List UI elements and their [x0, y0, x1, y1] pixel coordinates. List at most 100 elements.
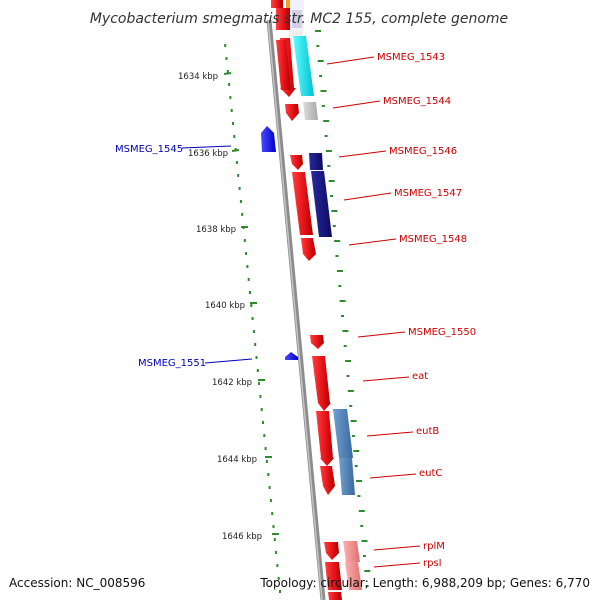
gc-dot	[335, 255, 339, 257]
gene-partial-top[interactable]	[271, 0, 304, 30]
gene-msmeg-1548[interactable]	[301, 238, 316, 261]
gene-msmeg-1550[interactable]	[310, 335, 324, 349]
ruler-dot	[260, 408, 263, 411]
label-msmeg-1547[interactable]: MSMEG_1547	[394, 188, 462, 199]
ruler-dot	[279, 590, 281, 593]
label-rpsI[interactable]: rpsI	[423, 558, 442, 569]
gene-msmeg-1545[interactable]	[261, 126, 276, 152]
ruler-dot	[228, 83, 231, 86]
gc-dot	[330, 195, 334, 197]
ruler-dot	[233, 135, 236, 138]
ruler-dot	[263, 434, 266, 437]
ruler-dot	[224, 44, 227, 47]
label-eat[interactable]: eat	[412, 371, 428, 382]
label-msmeg-1550[interactable]: MSMEG_1550	[408, 327, 476, 338]
ruler-dot	[267, 473, 270, 476]
gene-msmeg-1551[interactable]	[285, 352, 298, 360]
ruler-dot	[277, 577, 280, 580]
reverse-gene-labels: MSMEG_1545 MSMEG_1551	[115, 144, 253, 369]
ruler-dot	[250, 304, 253, 307]
gc-dot	[319, 75, 323, 77]
gc-dot	[351, 435, 355, 437]
topology-summary: Topology: circular; Length: 6,988,209 bp…	[259, 576, 590, 590]
gc-dot	[345, 360, 352, 362]
gc-dot	[316, 45, 320, 47]
label-msmeg-1548[interactable]: MSMEG_1548	[399, 234, 467, 245]
ruler-tick-label-1638: 1638 kbp	[196, 225, 236, 235]
ruler-dot	[262, 421, 264, 424]
gc-dot	[321, 105, 325, 107]
gc-dot	[323, 120, 330, 122]
accession-label: Accession: NC_008596	[9, 576, 145, 590]
gene-msmeg-1543b[interactable]	[289, 30, 303, 36]
ruler-dot	[265, 460, 268, 463]
gc-dot	[328, 180, 335, 182]
ruler-dot	[239, 200, 242, 203]
ruler-dot	[235, 161, 238, 164]
leader-msmeg-1547	[343, 192, 392, 201]
gc-dot	[336, 270, 343, 272]
ruler-tick-label-1644: 1644 kbp	[217, 455, 257, 465]
ruler-dot	[232, 122, 234, 125]
leader-eat	[362, 376, 410, 382]
ruler-dot	[255, 356, 258, 359]
gc-dot	[315, 30, 321, 32]
label-msmeg-1543[interactable]: MSMEG_1543	[377, 52, 445, 63]
gc-dot	[324, 135, 328, 137]
ruler-dot	[273, 538, 276, 541]
leader-msmeg-1550	[357, 331, 406, 338]
ruler-dot	[225, 57, 228, 60]
gc-dot	[360, 525, 364, 527]
ruler-tick-label-1646: 1646 kbp	[222, 532, 262, 542]
label-msmeg-1551[interactable]: MSMEG_1551	[138, 358, 206, 369]
gc-dot	[343, 345, 347, 347]
label-msmeg-1545[interactable]: MSMEG_1545	[115, 144, 183, 155]
ruler-dot	[252, 330, 255, 333]
ruler-dot	[259, 395, 262, 398]
ruler-dot	[246, 265, 249, 268]
gene-msmeg-1543[interactable]	[276, 36, 314, 97]
gc-dot	[338, 285, 342, 287]
ruler-dot	[256, 369, 259, 372]
label-rplM[interactable]: rplM	[423, 541, 445, 552]
ruler-dot	[269, 499, 272, 502]
gc-dot	[334, 240, 341, 242]
gc-dot	[356, 480, 363, 482]
ruler-dot	[251, 317, 254, 320]
gc-dot	[320, 90, 327, 92]
ruler-dot	[271, 512, 274, 515]
ruler-dot	[272, 525, 275, 528]
position-ruler	[224, 44, 281, 593]
gene-msmeg-1547[interactable]	[292, 171, 332, 237]
ruler-dot	[238, 187, 241, 190]
gc-dot	[331, 210, 338, 212]
label-msmeg-1544[interactable]: MSMEG_1544	[383, 96, 451, 107]
gene-msmeg-1546[interactable]	[290, 153, 323, 170]
gc-dot	[350, 420, 357, 422]
gene-rplM[interactable]	[324, 541, 360, 562]
ruler-dot	[275, 551, 278, 554]
label-eutC[interactable]: eutC	[419, 468, 442, 479]
gc-dot	[361, 540, 368, 542]
leader-msmeg-1544	[332, 100, 381, 109]
gene-eutC[interactable]	[320, 458, 355, 495]
ruler-dot	[241, 213, 244, 216]
gc-dot	[365, 585, 369, 587]
gene-eutB[interactable]	[316, 409, 353, 466]
ruler-dot	[243, 239, 246, 242]
label-eutB[interactable]: eutB	[416, 426, 439, 437]
ruler-dot	[249, 291, 251, 294]
label-msmeg-1546[interactable]: MSMEG_1546	[389, 146, 457, 157]
gene-rpsI[interactable]	[325, 562, 362, 600]
gene-eat[interactable]	[312, 356, 331, 411]
ruler-tick-label-1634: 1634 kbp	[178, 72, 218, 82]
ruler-dot	[268, 486, 271, 489]
ruler-dot	[258, 382, 261, 385]
gc-dot	[342, 330, 349, 332]
leader-msmeg-1543	[326, 56, 375, 65]
ruler-tick-label-1640: 1640 kbp	[205, 301, 245, 311]
gene-msmeg-1544[interactable]	[285, 102, 318, 121]
leader-rplM	[373, 545, 421, 551]
ruler-dot	[229, 96, 232, 99]
